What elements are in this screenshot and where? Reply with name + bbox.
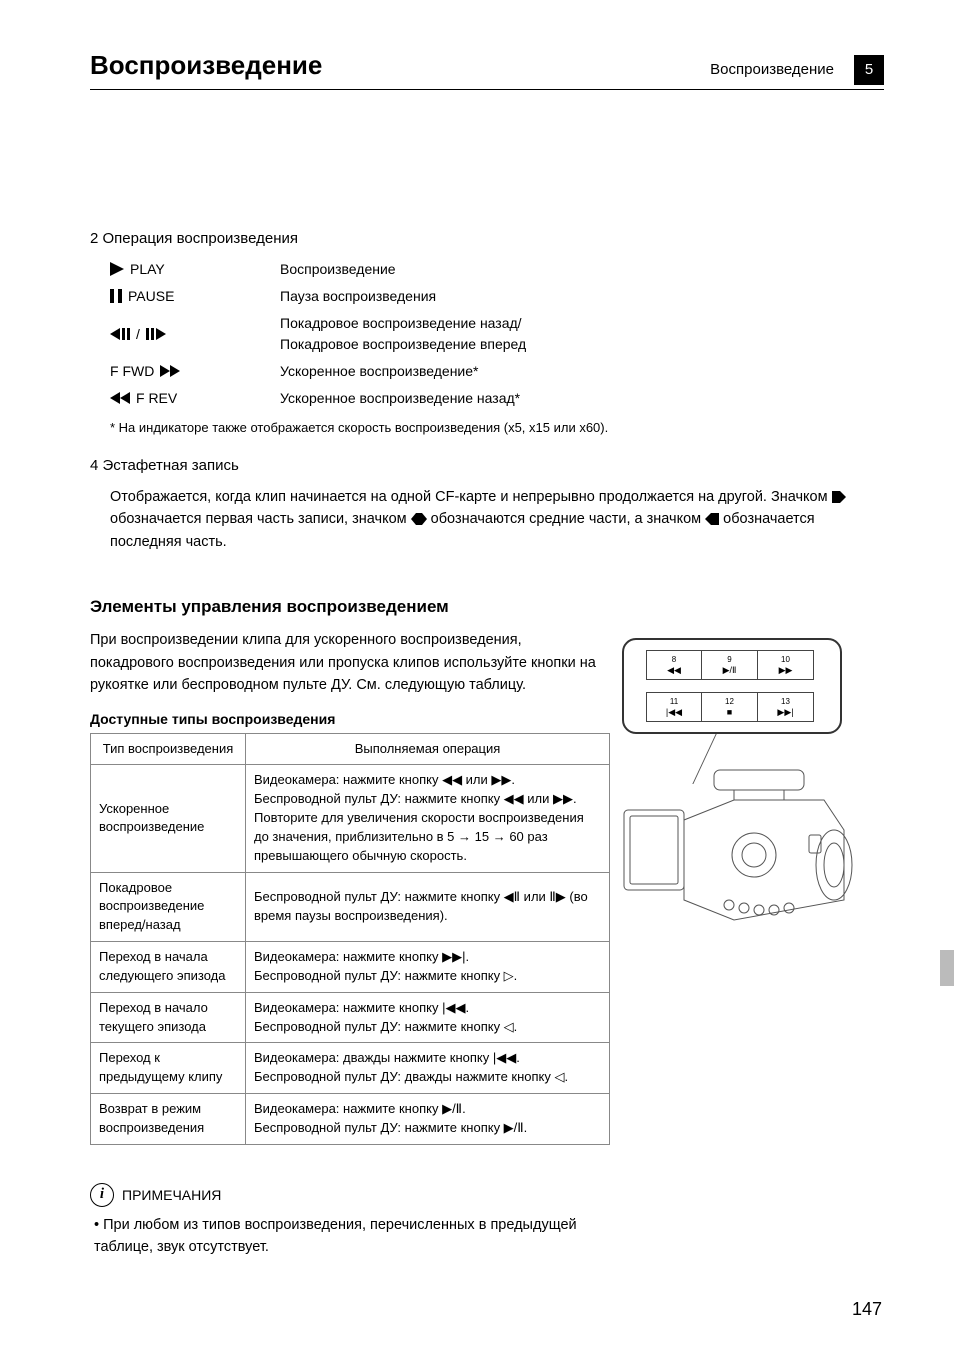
cell-op: Видеокамера: нажмите кнопку |◀◀. Беспров…	[246, 992, 610, 1043]
pause-icon	[110, 289, 122, 303]
ops-desc: Покадровое воспроизведение назад/ Покадр…	[280, 313, 884, 355]
remote-btn-10: 10 ▶▶	[758, 650, 814, 680]
ops-label: F FWD	[110, 363, 154, 379]
chapter-title: Воспроизведение	[90, 50, 322, 81]
relay-last-icon	[705, 513, 719, 525]
play-types-table: Тип воспроизведения Выполняемая операция…	[90, 733, 610, 1145]
remote-btn-8: 8 ◀◀	[646, 650, 702, 680]
frev-icon	[110, 392, 130, 404]
stop-icon: ■	[727, 707, 732, 717]
camera-illustration	[614, 760, 864, 940]
ffwd-icon: ▶▶	[779, 665, 793, 676]
ops-row-pause: PAUSE Пауза воспроизведения	[110, 286, 884, 307]
notes-bullet-text: При любом из типов воспроизведения, пере…	[94, 1217, 577, 1255]
ops-footnote: * На индикаторе также отображается скоро…	[110, 419, 884, 437]
relay-text-1: Отображается, когда клип начинается на о…	[110, 489, 832, 505]
controls-intro: При воспроизведении клипа для ускоренног…	[90, 629, 600, 696]
ops-desc: Ускоренное воспроизведение*	[280, 361, 884, 382]
ops-row-frev: F REV Ускоренное воспроизведение назад*	[110, 388, 884, 409]
relay-text-3: обозначаются средние части, а значком	[431, 511, 705, 527]
ops-label: F REV	[136, 390, 177, 406]
remote-btn-num: 11	[670, 697, 678, 706]
cell-type: Ускоренное воспроизведение	[91, 765, 246, 872]
cell-type: Возврат в режим воспроизведения	[91, 1094, 246, 1145]
table-row: Переход в начала следующего эпизода Виде…	[91, 942, 610, 993]
remote-control: 8 ◀◀ 9 ▶/Ⅱ 10 ▶▶ 11 |◀◀ 12 ■ 13	[622, 638, 842, 734]
remote-btn-num: 12	[725, 697, 734, 706]
frame-back-icon	[110, 328, 130, 340]
ops-desc: Ускоренное воспроизведение назад*	[280, 388, 884, 409]
ops-desc: Пауза воспроизведения	[280, 286, 884, 307]
table-row: Ускоренное воспроизведение Видеокамера: …	[91, 765, 610, 872]
play-pause-icon: ▶/Ⅱ	[723, 665, 737, 676]
remote-btn-13: 13 ▶▶|	[758, 692, 814, 722]
remote-btn-num: 8	[672, 655, 676, 664]
remote-btn-9: 9 ▶/Ⅱ	[702, 650, 758, 680]
table-row: Возврат в режим воспроизведения Видеокам…	[91, 1094, 610, 1145]
relay-mid-icon	[411, 513, 427, 525]
relay-first-icon	[832, 491, 846, 503]
thumb-tab	[940, 950, 954, 986]
notes-bullet: • При любом из типов воспроизведения, пе…	[94, 1215, 604, 1259]
remote-btn-12: 12 ■	[702, 692, 758, 722]
relay-section-title: 4 Эстафетная запись	[90, 457, 884, 474]
ops-label: PLAY	[130, 261, 165, 277]
ffwd-icon	[160, 365, 180, 377]
rewind-icon: ◀◀	[667, 665, 681, 676]
skip-back-icon: |◀◀	[666, 707, 682, 718]
cell-type: Покадровое воспроизведение вперед/назад	[91, 872, 246, 942]
ops-label: PAUSE	[128, 288, 174, 304]
table-row: Переход в начало текущего эпизода Видеок…	[91, 992, 610, 1043]
cell-op: Беспроводной пульт ДУ: нажмите кнопку ◀Ⅱ…	[246, 872, 610, 942]
skip-fwd-icon: ▶▶|	[777, 707, 793, 718]
frame-fwd-icon	[146, 328, 166, 340]
header-right: Воспроизведение 5	[710, 55, 884, 85]
info-icon: i	[90, 1183, 114, 1207]
ops-row-frame: / Покадровое воспроизведение назад/ Пока…	[110, 313, 884, 355]
remote-btn-11: 11 |◀◀	[646, 692, 702, 722]
cell-op: Видеокамера: дважды нажмите кнопку |◀◀. …	[246, 1043, 610, 1094]
slash: /	[136, 326, 140, 342]
remote-btn-num: 9	[727, 655, 731, 664]
ops-table: PLAY Воспроизведение PAUSE Пауза воспрои…	[110, 259, 884, 409]
table-row: Переход к предыдущему клипу Видеокамера:…	[91, 1043, 610, 1094]
cell-op: Видеокамера: нажмите кнопку ▶/Ⅱ. Беспров…	[246, 1094, 610, 1145]
col-header-op: Выполняемая операция	[246, 733, 610, 765]
cell-type: Переход в начала следующего эпизода	[91, 942, 246, 993]
col-header-type: Тип воспроизведения	[91, 733, 246, 765]
page-number: 147	[852, 1299, 882, 1320]
controls-heading: Элементы управления воспроизведением	[90, 597, 884, 617]
table-row: Покадровое воспроизведение вперед/назад …	[91, 872, 610, 942]
side-figure: 8 ◀◀ 9 ▶/Ⅱ 10 ▶▶ 11 |◀◀ 12 ■ 13	[594, 630, 884, 950]
remote-btn-num: 13	[781, 697, 790, 706]
table-header-row: Тип воспроизведения Выполняемая операция	[91, 733, 610, 765]
cell-op: Видеокамера: нажмите кнопку ◀◀ или ▶▶. Б…	[246, 765, 610, 872]
notes-header: i ПРИМЕЧАНИЯ	[90, 1183, 884, 1207]
header-row: Воспроизведение Воспроизведение 5	[90, 50, 884, 85]
chapter-number-badge: 5	[854, 55, 884, 85]
ops-section-title: 2 Операция воспроизведения	[90, 230, 884, 247]
header-divider	[90, 89, 884, 90]
ops-row-play: PLAY Воспроизведение	[110, 259, 884, 280]
cell-type: Переход в начало текущего эпизода	[91, 992, 246, 1043]
ops-desc: Воспроизведение	[280, 259, 884, 280]
header-section-label: Воспроизведение	[710, 61, 834, 78]
cell-op: Видеокамера: нажмите кнопку ▶▶|. Беспров…	[246, 942, 610, 993]
ops-row-ffwd: F FWD Ускоренное воспроизведение*	[110, 361, 884, 382]
cell-type: Переход к предыдущему клипу	[91, 1043, 246, 1094]
relay-text-2: обозначается первая часть записи, значко…	[110, 511, 411, 527]
remote-btn-num: 10	[781, 655, 790, 664]
relay-body: Отображается, когда клип начинается на о…	[110, 486, 884, 553]
play-icon	[110, 262, 124, 276]
notes-label: ПРИМЕЧАНИЯ	[122, 1187, 221, 1203]
